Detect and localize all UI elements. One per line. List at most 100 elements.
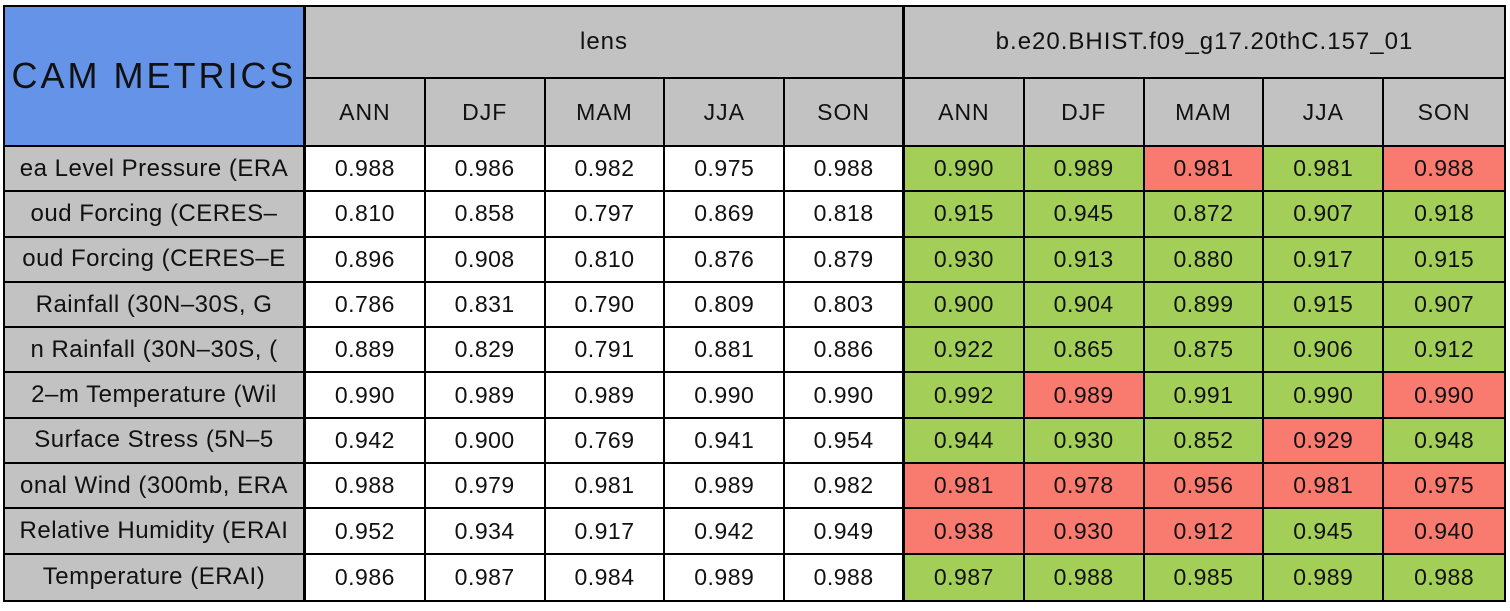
column-group-lens: lens (306, 7, 905, 79)
lens-mam-value: 0.989 (545, 373, 666, 419)
case-mam-value: 0.956 (1144, 464, 1265, 510)
case-djf-value: 0.904 (1024, 282, 1145, 329)
lens-mam-value: 0.797 (545, 192, 666, 238)
lens-jja-value: 0.876 (665, 237, 786, 283)
lens-son-value: 0.803 (785, 282, 905, 329)
lens-djf-value: 0.900 (425, 418, 546, 465)
case-ann-value: 0.987 (905, 554, 1025, 600)
row-label: n Rainfall (30N–30S, ( (5, 328, 306, 374)
case-son-value: 0.990 (1384, 373, 1504, 419)
lens-jja-value: 0.990 (665, 373, 786, 419)
case-jja-value: 0.990 (1264, 373, 1385, 419)
case-djf-value: 0.930 (1024, 509, 1145, 555)
case-son-value: 0.907 (1384, 282, 1504, 329)
lens-jja-value: 0.942 (665, 509, 786, 555)
lens-son-value: 0.886 (785, 328, 905, 374)
cam-metrics-table: CAM METRICS lens b.e20.BHIST.f09_g17.20t… (3, 5, 1506, 602)
row-label: ea Level Pressure (ERA (5, 147, 306, 193)
case-son-value: 0.912 (1384, 328, 1504, 374)
case-jja-value: 0.981 (1264, 147, 1385, 193)
case-jja-value: 0.945 (1264, 509, 1385, 555)
lens-jja-value: 0.809 (665, 282, 786, 329)
row-label: Relative Humidity (ERAI (5, 509, 306, 555)
lens-ann-value: 0.889 (306, 328, 426, 374)
lens-son-value: 0.990 (785, 373, 905, 419)
case-mam-value: 0.875 (1144, 328, 1265, 374)
case-mam-value: 0.899 (1144, 282, 1265, 329)
case-ann-value: 0.992 (905, 373, 1025, 419)
lens-son-value: 0.982 (785, 464, 905, 510)
lens-ann-value: 0.986 (306, 554, 426, 600)
case-djf-value: 0.989 (1024, 147, 1145, 193)
case-jja-value: 0.989 (1264, 554, 1385, 600)
row-label: Temperature (ERAI) (5, 554, 306, 600)
lens-jja-value: 0.941 (665, 418, 786, 465)
case-son-value: 0.948 (1384, 418, 1504, 465)
case-ann-value: 0.990 (905, 147, 1025, 193)
case-djf-value: 0.930 (1024, 418, 1145, 465)
case-jja-value: 0.981 (1264, 464, 1385, 510)
case-ann-value: 0.930 (905, 237, 1025, 283)
case-ann-value: 0.915 (905, 192, 1025, 238)
row-label: oud Forcing (CERES– (5, 192, 306, 238)
season-header-lens-djf: DJF (425, 79, 546, 147)
case-jja-value: 0.915 (1264, 282, 1385, 329)
case-son-value: 0.915 (1384, 237, 1504, 283)
case-mam-value: 0.985 (1144, 554, 1265, 600)
case-ann-value: 0.944 (905, 418, 1025, 465)
lens-son-value: 0.879 (785, 237, 905, 283)
season-header-lens-son: SON (785, 79, 905, 147)
table-title: CAM METRICS (5, 7, 306, 147)
case-mam-value: 0.981 (1144, 147, 1265, 193)
case-mam-value: 0.880 (1144, 237, 1265, 283)
case-djf-value: 0.978 (1024, 464, 1145, 510)
lens-jja-value: 0.975 (665, 147, 786, 193)
case-ann-value: 0.938 (905, 509, 1025, 555)
row-label: onal Wind (300mb, ERA (5, 464, 306, 510)
row-label: oud Forcing (CERES–E (5, 237, 306, 283)
lens-ann-value: 0.990 (306, 373, 426, 419)
lens-mam-value: 0.984 (545, 554, 666, 600)
case-mam-value: 0.912 (1144, 509, 1265, 555)
column-group-case: b.e20.BHIST.f09_g17.20thC.157_01 (905, 7, 1504, 79)
case-son-value: 0.918 (1384, 192, 1504, 238)
season-header-case-djf: DJF (1024, 79, 1145, 147)
lens-jja-value: 0.989 (665, 554, 786, 600)
case-ann-value: 0.981 (905, 464, 1025, 510)
lens-jja-value: 0.881 (665, 328, 786, 374)
case-djf-value: 0.945 (1024, 192, 1145, 238)
lens-djf-value: 0.979 (425, 464, 546, 510)
lens-son-value: 0.949 (785, 509, 905, 555)
case-djf-value: 0.989 (1024, 373, 1145, 419)
lens-ann-value: 0.810 (306, 192, 426, 238)
lens-djf-value: 0.987 (425, 554, 546, 600)
case-son-value: 0.940 (1384, 509, 1504, 555)
lens-son-value: 0.954 (785, 418, 905, 465)
case-ann-value: 0.922 (905, 328, 1025, 374)
season-header-lens-jja: JJA (665, 79, 786, 147)
lens-djf-value: 0.829 (425, 328, 546, 374)
case-jja-value: 0.929 (1264, 418, 1385, 465)
case-son-value: 0.988 (1384, 554, 1504, 600)
lens-mam-value: 0.981 (545, 464, 666, 510)
lens-ann-value: 0.786 (306, 282, 426, 329)
lens-ann-value: 0.988 (306, 464, 426, 510)
case-mam-value: 0.872 (1144, 192, 1265, 238)
case-son-value: 0.975 (1384, 464, 1504, 510)
lens-ann-value: 0.988 (306, 147, 426, 193)
lens-djf-value: 0.858 (425, 192, 546, 238)
case-mam-value: 0.991 (1144, 373, 1265, 419)
case-jja-value: 0.907 (1264, 192, 1385, 238)
season-header-case-mam: MAM (1144, 79, 1265, 147)
lens-mam-value: 0.790 (545, 282, 666, 329)
case-djf-value: 0.913 (1024, 237, 1145, 283)
lens-son-value: 0.988 (785, 554, 905, 600)
case-mam-value: 0.852 (1144, 418, 1265, 465)
row-label: Rainfall (30N–30S, G (5, 282, 306, 329)
lens-ann-value: 0.896 (306, 237, 426, 283)
lens-jja-value: 0.989 (665, 464, 786, 510)
lens-mam-value: 0.810 (545, 237, 666, 283)
case-djf-value: 0.865 (1024, 328, 1145, 374)
season-header-case-ann: ANN (905, 79, 1025, 147)
lens-djf-value: 0.986 (425, 147, 546, 193)
